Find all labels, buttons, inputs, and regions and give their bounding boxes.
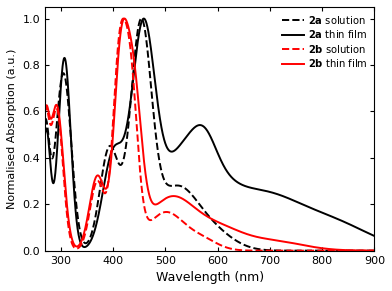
X-axis label: Wavelength (nm): Wavelength (nm) bbox=[156, 271, 264, 284]
Legend: $\mathbf{2a}$ solution, $\mathbf{2a}$ thin film, $\mathbf{2b}$ solution, $\mathb: $\mathbf{2a}$ solution, $\mathbf{2a}$ th… bbox=[280, 12, 370, 72]
Y-axis label: Normalised Absorption (a.u.): Normalised Absorption (a.u.) bbox=[7, 49, 17, 209]
